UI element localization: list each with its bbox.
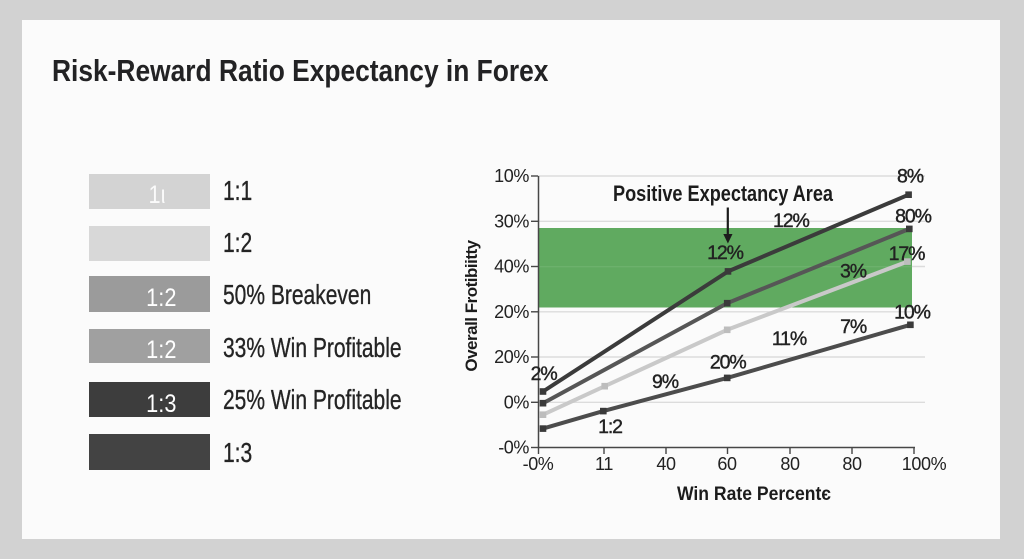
svg-text:-0%: -0% <box>498 438 529 458</box>
svg-text:8%: 8% <box>897 166 924 188</box>
svg-text:-0%: -0% <box>523 454 554 474</box>
svg-text:12%: 12% <box>773 210 809 232</box>
svg-text:17%: 17% <box>889 243 925 265</box>
svg-text:0%: 0% <box>504 392 530 412</box>
svg-text:30%: 30% <box>494 211 529 231</box>
svg-text:80%: 80% <box>895 206 931 228</box>
svg-text:10%: 10% <box>894 302 930 324</box>
svg-text:Overall Frotibiitty: Overall Frotibiitty <box>462 239 481 371</box>
svg-text:40: 40 <box>656 454 676 474</box>
svg-text:2%: 2% <box>531 363 558 385</box>
svg-text:20%: 20% <box>494 347 529 367</box>
svg-text:Positive Expectancy Area: Positive Expectancy Area <box>613 181 834 206</box>
svg-text:3%: 3% <box>840 261 867 283</box>
svg-text:80: 80 <box>842 454 862 474</box>
svg-text:1:2: 1:2 <box>598 416 622 438</box>
svg-text:20%: 20% <box>710 352 746 374</box>
svg-text:20%: 20% <box>494 302 529 322</box>
svg-text:100%: 100% <box>902 454 947 474</box>
svg-text:7%: 7% <box>840 316 867 338</box>
svg-text:12%: 12% <box>707 242 743 264</box>
svg-text:60: 60 <box>717 454 737 474</box>
svg-text:11: 11 <box>595 454 613 474</box>
svg-text:9%: 9% <box>652 371 679 393</box>
svg-text:Win Rate Percentє: Win Rate Percentє <box>677 483 831 505</box>
svg-text:11%: 11% <box>772 328 807 350</box>
svg-text:80: 80 <box>780 454 800 474</box>
svg-text:10%: 10% <box>494 166 529 186</box>
svg-text:40%: 40% <box>494 257 529 277</box>
